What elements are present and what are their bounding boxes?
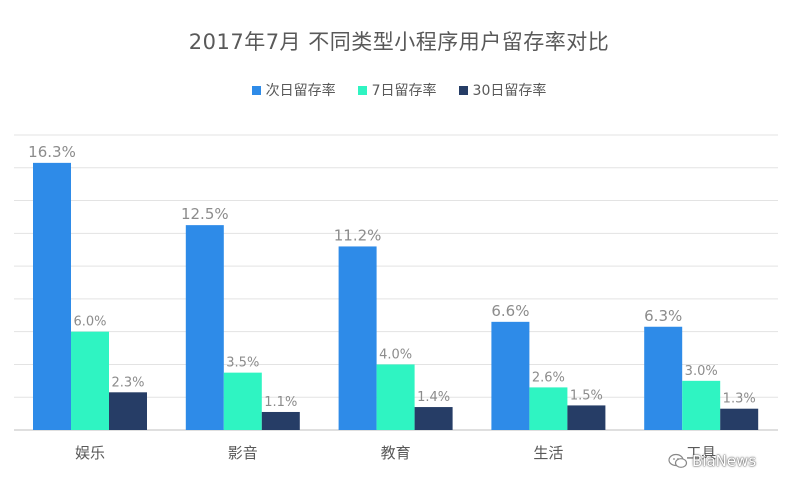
data-label-3-3: 1.4% (417, 390, 450, 405)
legend-swatch-series-3 (458, 85, 468, 95)
bar-2-3 (376, 364, 415, 430)
legend-label-series-2: 7日留存率 (371, 83, 437, 99)
data-label-2-3: 4.0% (379, 347, 412, 362)
x-tick-label: 工具 (686, 444, 716, 462)
bar-1-3 (338, 246, 377, 430)
bar-2-1 (71, 331, 109, 430)
data-label-3-1: 2.3% (111, 375, 144, 390)
legend-item-series-2: 7日留存率 (357, 80, 437, 100)
data-label-3-5: 1.3% (723, 392, 756, 407)
bar-2-4 (529, 387, 568, 430)
legend-swatch-series-2 (357, 85, 367, 95)
wechat-icon (668, 453, 688, 468)
data-label-1-1: 16.3% (28, 143, 76, 161)
data-label-2-1: 6.0% (73, 315, 106, 330)
data-label-3-4: 1.5% (570, 388, 603, 403)
legend-item-series-3: 30日留存率 (458, 80, 547, 100)
bar-3-1 (109, 392, 147, 430)
x-tick-label: 教育 (381, 444, 411, 462)
data-label-1-2: 12.5% (181, 205, 229, 223)
bar-2-5 (682, 380, 721, 430)
data-label-1-5: 6.3% (644, 307, 682, 325)
chart-title: 2017年7月 不同类型小程序用户留存率对比 (188, 30, 610, 54)
bar-1-1 (33, 162, 71, 430)
bar-3-2 (261, 411, 300, 430)
legend-swatch-series-1 (251, 85, 261, 95)
chart-legend: 次日留存率 7日留存率 30日留存率 (0, 80, 798, 100)
watermark-text: BiaNews (692, 452, 757, 470)
bar-1-4 (491, 321, 530, 430)
data-label-2-5: 3.0% (685, 364, 718, 379)
data-label-1-4: 6.6% (491, 302, 529, 320)
bar-3-5 (720, 408, 759, 430)
data-label-1-3: 11.2% (334, 226, 382, 244)
x-tick-label: 娱乐 (75, 444, 105, 462)
bar-1-5 (644, 326, 683, 430)
legend-label-series-3: 30日留存率 (472, 83, 547, 99)
watermark: BiaNews (668, 452, 756, 470)
data-label-2-4: 2.6% (532, 370, 565, 385)
bar-3-3 (414, 407, 453, 430)
x-tick-label: 生活 (533, 444, 563, 462)
data-label-2-2: 3.5% (226, 356, 259, 371)
bar-2-2 (223, 372, 262, 430)
legend-label-series-1: 次日留存率 (265, 83, 336, 99)
legend-item-series-1: 次日留存率 (251, 80, 336, 100)
bar-1-2 (185, 225, 224, 430)
x-tick-label: 影音 (228, 444, 258, 462)
bar-3-4 (567, 405, 606, 430)
data-label-3-2: 1.1% (264, 395, 297, 410)
